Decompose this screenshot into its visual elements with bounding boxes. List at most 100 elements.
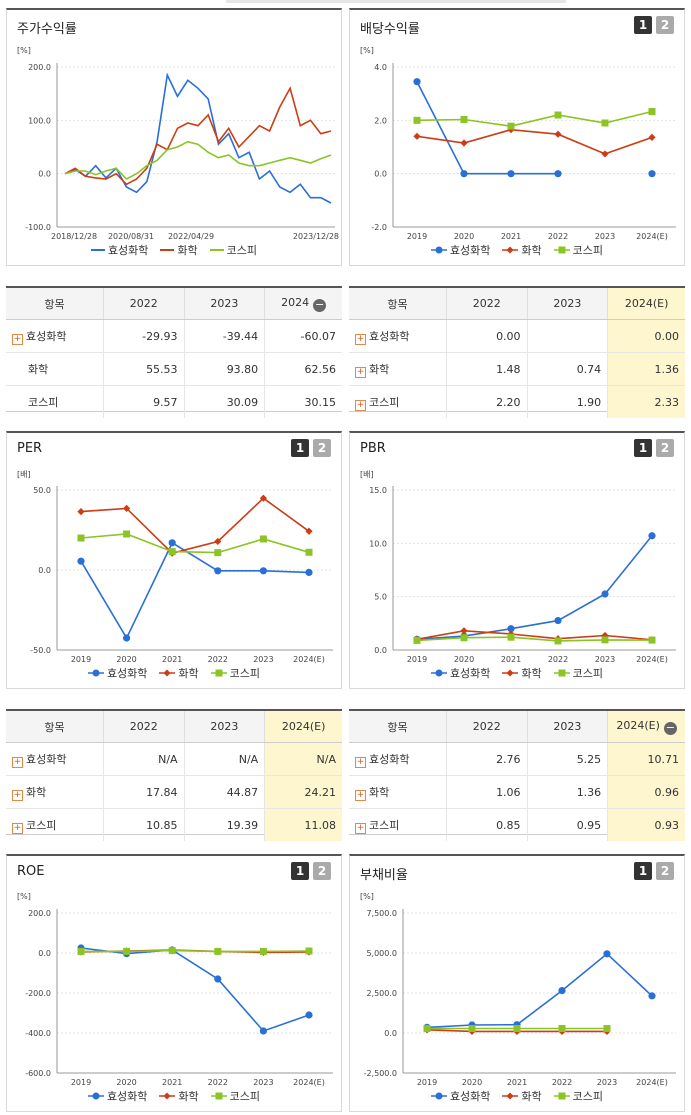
collapse-icon[interactable]: − <box>313 297 327 312</box>
expand-icon[interactable]: + <box>355 756 366 768</box>
legend-item-hyosung[interactable]: 효성화학 <box>430 242 490 258</box>
view-2-button[interactable]: 2 <box>313 439 331 457</box>
data-point-hyosung <box>603 950 611 958</box>
x-tick-label: 2024(E) <box>636 232 668 241</box>
data-point-chemical <box>648 133 656 141</box>
data-point-kospi <box>648 108 656 116</box>
view-2-button[interactable]: 2 <box>656 862 674 880</box>
x-tick-label: 2024(E) <box>293 655 325 664</box>
legend-label: 코스피 <box>229 667 261 680</box>
value-cell: 11.08 <box>264 808 342 841</box>
data-point-chemical <box>460 627 468 635</box>
value-cell: 62.56 <box>264 352 342 386</box>
series-line-kospi <box>416 636 653 642</box>
value-cell: 17.84 <box>102 775 185 809</box>
y-tick-label: -2,500.0 <box>364 1069 397 1078</box>
row-label-cell: + 효성화학 <box>6 319 104 353</box>
legend-item-hyosung[interactable]: 효성화학 <box>87 665 147 681</box>
table-row: + 화학 1.06 1.36 0.96 <box>349 775 685 809</box>
view-1-button[interactable]: 1 <box>634 16 652 34</box>
legend-item-chemical[interactable]: 화학 <box>502 1088 542 1104</box>
column-header: 2023 <box>526 711 608 743</box>
expand-icon[interactable]: + <box>12 789 23 801</box>
view-1-button[interactable]: 1 <box>291 439 309 457</box>
value-cell: 19.39 <box>183 808 265 841</box>
legend-item-chemical[interactable]: 화학 <box>502 665 542 681</box>
view-1-button[interactable]: 1 <box>634 439 652 457</box>
row-label: 코스피 <box>369 818 400 832</box>
column-header-label: 항목 <box>44 297 65 311</box>
row-label: 효성화학 <box>26 752 67 766</box>
legend-item-chemical[interactable]: 화학 <box>159 665 199 681</box>
legend-label: 코스피 <box>226 244 258 257</box>
value-cell: -39.44 <box>183 319 265 353</box>
legend-item-hyosung[interactable]: 효성화학 <box>430 1088 490 1104</box>
expand-icon[interactable]: + <box>355 366 366 378</box>
legend-label: 화학 <box>521 1090 542 1103</box>
series-line-chemical <box>80 497 310 555</box>
expand-icon[interactable]: + <box>355 789 366 801</box>
data-point-kospi <box>601 636 609 644</box>
view-1-button[interactable]: 1 <box>291 862 309 880</box>
legend-label: 효성화학 <box>449 667 491 680</box>
value-cell: 0.95 <box>526 808 608 841</box>
data-point-kospi <box>554 637 562 645</box>
view-2-button[interactable]: 2 <box>313 862 331 880</box>
value-cell: 1.48 <box>445 352 528 386</box>
view-1-button[interactable]: 1 <box>634 862 652 880</box>
data-point-kospi <box>648 636 656 644</box>
legend-marker <box>435 246 443 254</box>
expand-icon[interactable]: + <box>355 333 366 345</box>
legend-item-kospi[interactable]: 코스피 <box>553 1088 603 1104</box>
x-tick-label: 2023/12/28 <box>293 232 339 241</box>
column-header: 2024(E) <box>264 711 342 743</box>
x-tick-label: 2019 <box>71 1078 91 1087</box>
x-tick-label: 2024(E) <box>636 655 668 664</box>
pbr-chart: 15.0 10.0 5.0 0.0 2019 2020 2021 2022 2023 2024(E… <box>369 486 676 664</box>
row-label: 효성화학 <box>26 329 67 343</box>
legend-item-kospi[interactable]: 코스피 <box>209 242 258 258</box>
legend-item-hyosung[interactable]: 효성화학 <box>430 665 491 681</box>
view-2-button[interactable]: 2 <box>656 439 674 457</box>
legend-item-hyosung[interactable]: 효성화학 <box>90 242 148 258</box>
legend-item-chemical[interactable]: 화학 <box>160 242 198 258</box>
column-header: 2022 <box>445 288 528 320</box>
legend-item-chemical[interactable]: 화학 <box>502 242 542 258</box>
row-label: 효성화학 <box>369 329 410 343</box>
expand-icon[interactable]: + <box>12 333 23 345</box>
y-tick-label: 7,500.0 <box>366 909 397 918</box>
table-row: + 화학 17.84 44.87 24.21 <box>6 775 342 809</box>
y-tick-label: 0.0 <box>38 170 51 179</box>
legend-item-kospi[interactable]: 코스피 <box>210 1088 260 1104</box>
x-tick-label: 2021 <box>162 1078 182 1087</box>
legend-item-kospi[interactable]: 코스피 <box>553 665 603 681</box>
collapse-icon[interactable]: − <box>663 720 677 735</box>
view-2-button[interactable]: 2 <box>656 16 674 34</box>
table-row: 코스피 9.57 30.09 30.15 <box>6 385 342 418</box>
column-header-label: 2024(E) <box>616 718 660 732</box>
legend-item-kospi[interactable]: 코스피 <box>553 242 603 258</box>
data-point-kospi <box>259 535 267 543</box>
expand-icon[interactable]: + <box>355 822 366 834</box>
value-cell: 2.33 <box>607 385 685 418</box>
value-cell: 1.90 <box>526 385 608 418</box>
data-point-hyosung <box>77 557 85 565</box>
legend-label: 화학 <box>177 244 198 257</box>
legend-item-kospi[interactable]: 코스피 <box>210 665 261 681</box>
expand-icon[interactable]: + <box>12 756 23 768</box>
y-tick-label: -50.0 <box>30 646 51 655</box>
x-tick-label: 2019 <box>71 655 91 664</box>
legend-swatch <box>159 669 176 677</box>
row-label-cell: + 화학 <box>349 775 447 809</box>
expand-icon[interactable]: + <box>355 399 366 411</box>
data-point-kospi <box>168 947 176 955</box>
data-point-kospi <box>214 549 222 557</box>
legend-item-hyosung[interactable]: 효성화학 <box>87 1088 147 1104</box>
table-row: + 효성화학 2.76 5.25 10.71 <box>349 742 685 776</box>
dividend-yield-chart: 4.0 2.0 0.0 -2.0 2019 2020 2021 2022 2023 2024(E) <box>371 63 676 241</box>
legend-item-chemical[interactable]: 화학 <box>159 1088 199 1104</box>
expand-icon[interactable]: + <box>12 822 23 834</box>
legend-swatch <box>553 246 570 254</box>
x-tick-label: 2024(E) <box>293 1078 325 1087</box>
value-cell: -29.93 <box>102 319 185 353</box>
